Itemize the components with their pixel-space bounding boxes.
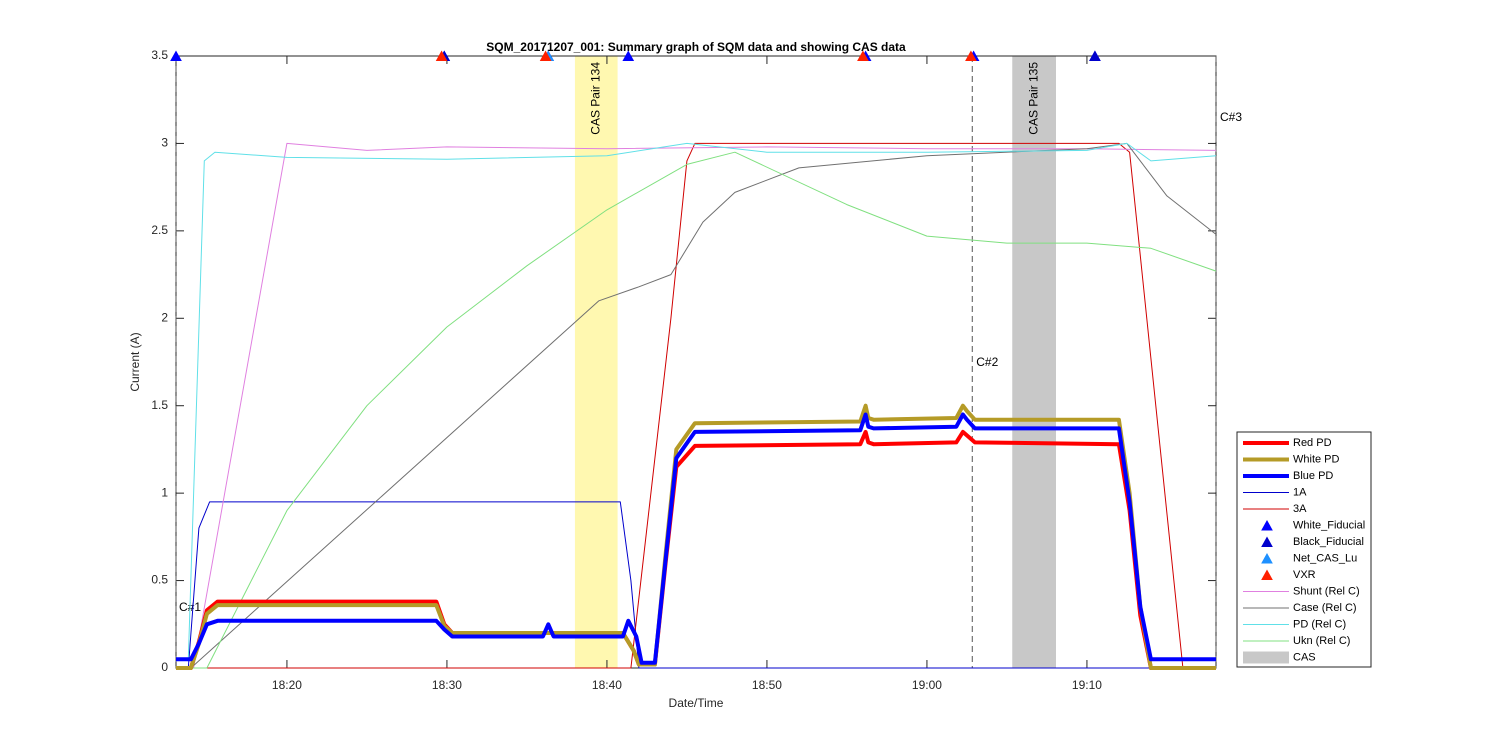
x-tick-label: 18:40 xyxy=(592,678,622,692)
series-line xyxy=(176,429,1216,670)
y-tick-label: 3 xyxy=(161,136,168,150)
y-tick-label: 2.5 xyxy=(151,223,168,237)
legend-marker xyxy=(1261,519,1273,531)
y-tick-label: 1 xyxy=(161,485,168,499)
series-line xyxy=(176,412,1216,665)
legend-label: Black_Fiducial xyxy=(1293,536,1364,548)
chart-title: SQM_20171207_001: Summary graph of SQM d… xyxy=(486,40,906,54)
series-line xyxy=(176,142,1217,669)
legend-marker xyxy=(1261,536,1273,547)
legend-box xyxy=(1236,431,1372,668)
legend-patch xyxy=(1243,651,1289,664)
legend-label: CAS xyxy=(1293,651,1316,663)
x-tick-label: 18:20 xyxy=(272,678,302,692)
cas-span xyxy=(1012,56,1056,668)
marker xyxy=(622,50,635,61)
marker xyxy=(965,50,977,61)
marker xyxy=(170,50,182,61)
y-tick-label: 0 xyxy=(161,660,168,674)
cursor-label: C#2 xyxy=(976,355,998,369)
legend-label: VXR xyxy=(1293,569,1316,581)
series-line xyxy=(176,403,1216,670)
cas-span-label: CAS Pair 134 xyxy=(588,62,602,135)
cursor-label: C#3 xyxy=(1220,110,1242,124)
cas-span-label: CAS Pair 135 xyxy=(1026,62,1040,135)
legend-label: Case (Rel C) xyxy=(1293,602,1357,614)
legend-label: Red PD xyxy=(1293,437,1332,449)
x-tick-label: 19:10 xyxy=(1072,678,1102,692)
legend-marker xyxy=(1261,569,1273,580)
legend-label: PD (Rel C) xyxy=(1293,618,1346,630)
legend-label: Ukn (Rel C) xyxy=(1293,635,1350,647)
legend-label: 1A xyxy=(1293,486,1307,498)
marker xyxy=(435,50,448,61)
legend-marker xyxy=(1261,552,1273,564)
y-axis-label: Current (A) xyxy=(128,332,142,391)
legend-label: White_Fiducial xyxy=(1293,519,1365,531)
series-line xyxy=(176,142,1217,660)
legend-label: Blue PD xyxy=(1293,470,1333,482)
marker xyxy=(857,50,869,61)
legend-label: Net_CAS_Lu xyxy=(1293,552,1357,564)
x-tick-label: 19:00 xyxy=(912,678,942,692)
series-line xyxy=(176,142,1216,669)
y-tick-label: 0.5 xyxy=(151,573,168,587)
legend-label: 3A xyxy=(1293,503,1307,515)
x-tick-label: 18:50 xyxy=(752,678,782,692)
y-tick-label: 2 xyxy=(161,310,168,324)
legend-label: Shunt (Rel C) xyxy=(1293,585,1360,597)
x-tick-label: 18:30 xyxy=(432,678,462,692)
series-line xyxy=(176,151,1217,669)
series-line xyxy=(176,501,1216,669)
marker xyxy=(1089,50,1101,61)
legend-label: White PD xyxy=(1293,453,1340,465)
x-axis-label: Date/Time xyxy=(669,696,724,710)
y-tick-label: 3.5 xyxy=(151,48,168,62)
marker xyxy=(539,50,552,61)
y-tick-label: 1.5 xyxy=(151,398,168,412)
cas-span xyxy=(574,56,618,668)
